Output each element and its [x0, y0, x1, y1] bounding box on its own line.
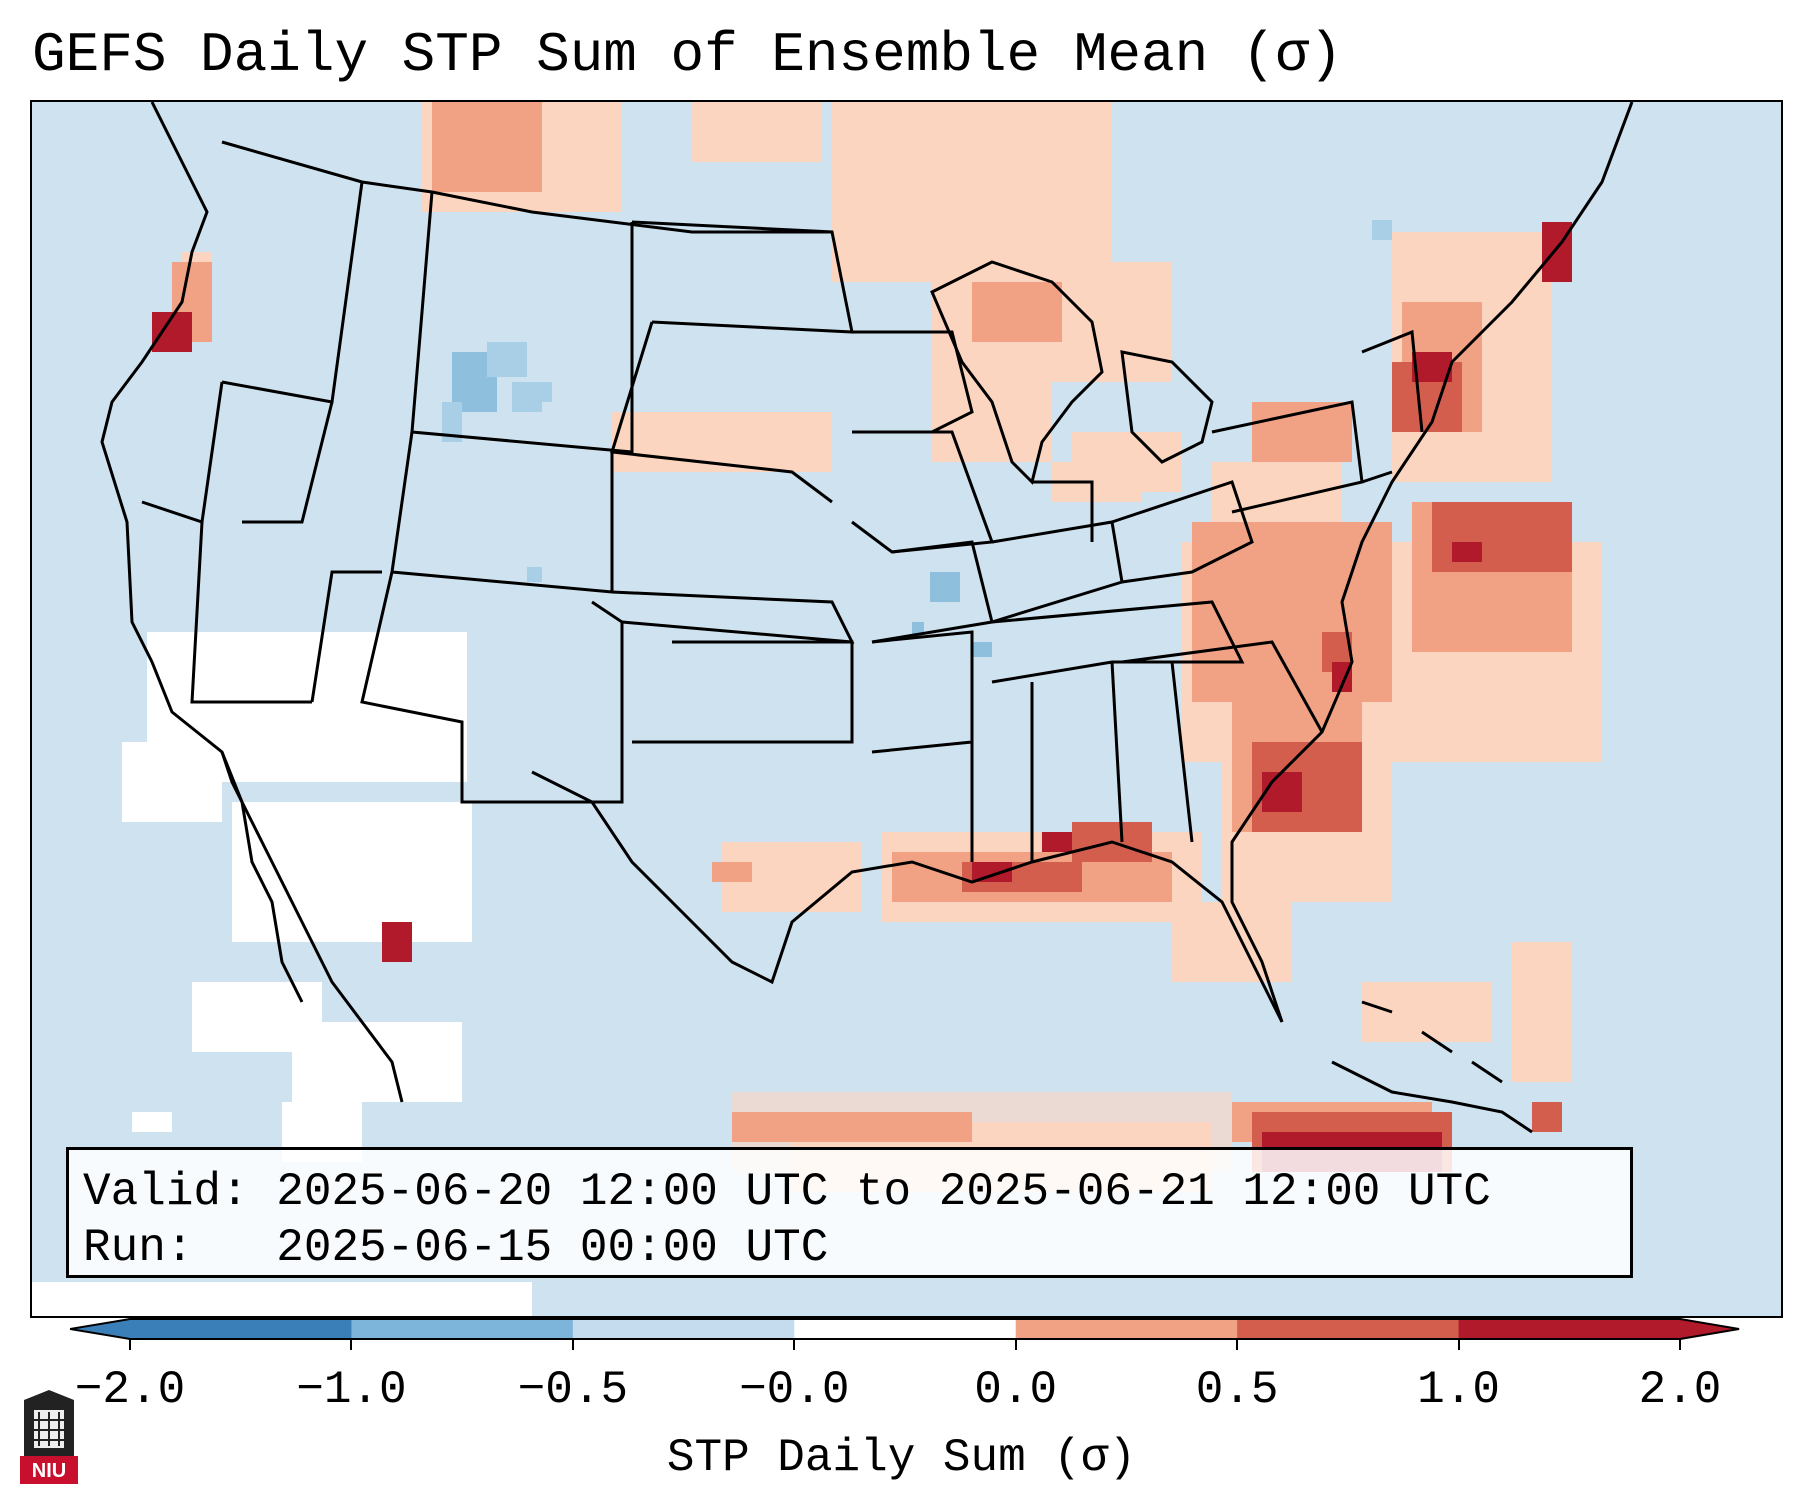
colorbar-segment: [794, 1318, 1017, 1340]
colorbar-tick: [1679, 1340, 1681, 1350]
caribbean-islands: [1331, 1000, 1533, 1134]
run-time-text: Run: 2025-06-15 00:00 UTC: [83, 1222, 829, 1274]
colorbar-segment: [1015, 1318, 1238, 1340]
valid-time-text: Valid: 2025-06-20 12:00 UTC to 2025-06-2…: [83, 1166, 1491, 1218]
boundaries: [100, 102, 1634, 1103]
colorbar-segment: [572, 1318, 795, 1340]
colorbar-segment: [1458, 1318, 1681, 1340]
colorbar-tick: [350, 1340, 353, 1350]
colorbar-tick-label: 0.0: [974, 1364, 1058, 1416]
colorbar-tick-label: −0.5: [517, 1364, 629, 1416]
colorbar-tick-label: 0.5: [1195, 1364, 1279, 1416]
map-canvas: [32, 102, 1634, 1316]
colorbar-tick: [129, 1340, 131, 1350]
map-title: GEFS Daily STP Sum of Ensemble Mean (σ): [32, 23, 1343, 87]
colorbar-segment: [130, 1318, 352, 1340]
colorbar-tick-label: −0.0: [739, 1364, 850, 1416]
colorbar-tick-label: 1.0: [1417, 1364, 1500, 1416]
colorbar-tick: [1457, 1340, 1460, 1350]
colorbar-outline: [70, 1318, 1740, 1340]
negative-region: [442, 220, 1392, 657]
colorbar-label: STP Daily Sum (σ): [666, 1432, 1137, 1484]
colorbar-tick: [793, 1340, 796, 1350]
niu-logo-text: NIU: [32, 1460, 66, 1482]
colorbar-tick-label: 2.0: [1638, 1364, 1722, 1416]
projection-edge: [32, 1292, 277, 1316]
colorbar-tick-label: −1.0: [296, 1364, 407, 1416]
colorbar-tick: [571, 1340, 574, 1350]
colorbar: [70, 1318, 1740, 1340]
colorbar-tick: [1014, 1340, 1017, 1350]
colorbar-segment: [1237, 1318, 1460, 1340]
colorbar-extend-low: [70, 1318, 130, 1340]
colorbar-segment: [351, 1318, 574, 1340]
colorbar-tick-label: −2.0: [74, 1364, 186, 1416]
map-panel: [30, 100, 1783, 1318]
niu-logo: NIU: [20, 1390, 78, 1484]
valid-info-box: Valid: 2025-06-20 12:00 UTC to 2025-06-2…: [66, 1147, 1633, 1278]
near-zero-region: [32, 632, 532, 1316]
colorbar-tick: [1236, 1340, 1239, 1350]
colorbar-extend-high: [1680, 1318, 1740, 1340]
